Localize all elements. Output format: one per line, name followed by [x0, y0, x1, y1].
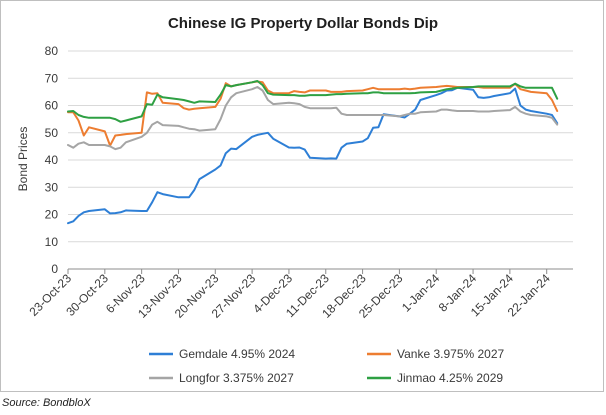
y-tick-label: 70: [45, 71, 59, 85]
line-chart: Chinese IG Property Dollar Bonds Dip 0 10…: [16, 15, 573, 385]
legend-label: Jinmao 4.25% 2029: [397, 371, 503, 385]
chart-title: Chinese IG Property Dollar Bonds Dip: [168, 15, 438, 32]
legend-label: Gemdale 4.95% 2024: [179, 347, 295, 361]
series-line-1: [67, 86, 559, 225]
legend-label: Vanke 3.975% 2027: [397, 347, 505, 361]
y-axis-label: Bond Prices: [16, 127, 30, 192]
y-tick-label: 50: [45, 126, 59, 140]
y-tick-label: 30: [45, 180, 59, 194]
y-tick-label: 40: [45, 153, 59, 167]
y-tick-label: 60: [45, 99, 59, 113]
series-line-4: [67, 80, 559, 123]
y-axis-ticks: 0 10 20 30 40 50 60 70 80: [45, 44, 59, 276]
y-tick-label: 10: [45, 235, 59, 249]
legend: Gemdale 4.95% 2024 Vanke 3.975% 2027 Longf…: [149, 347, 505, 385]
x-tick-label: 1-Jan-24: [399, 271, 443, 315]
x-axis: 23-Oct-2330-Oct-236-Nov-2313-Nov-2320-No…: [26, 268, 573, 321]
y-tick-label: 0: [51, 262, 58, 276]
series-line-3: [67, 86, 559, 151]
grid-lines: [68, 50, 573, 243]
source-note: Source: BondbloX: [2, 397, 91, 409]
chart-frame: Chinese IG Property Dollar Bonds Dip 0 10…: [0, 0, 604, 392]
series-lines: [67, 80, 559, 225]
y-tick-label: 80: [45, 44, 59, 58]
y-tick-label: 20: [45, 208, 59, 222]
legend-label: Longfor 3.375% 2027: [179, 371, 294, 385]
